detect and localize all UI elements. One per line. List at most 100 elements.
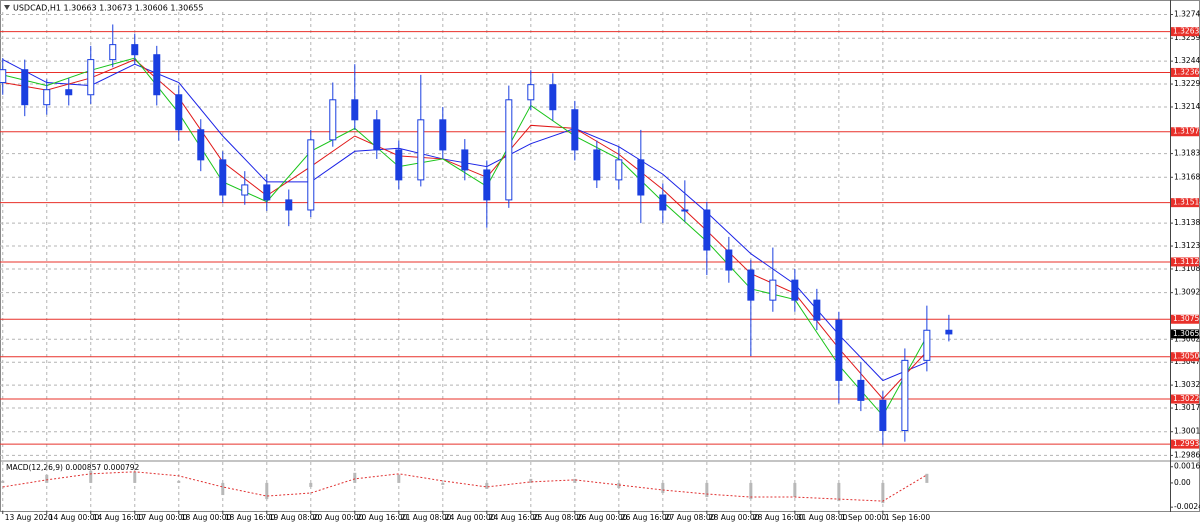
y-tick-label: 1.30925 [1174,288,1200,297]
level-label: 1.32633 [1173,27,1200,36]
candle-body [549,84,557,111]
y-tick-label: 1.32290 [1174,79,1200,88]
y-tick-label: 1.31230 [1174,241,1200,250]
candle-body [945,329,953,335]
candle-body [241,184,249,196]
x-tick-label: 18 Aug 00:00 [181,513,232,522]
candle-body [637,159,645,196]
macd-bar [617,482,621,488]
x-tick-label: 24 Aug 00:00 [445,513,496,522]
chart-title: USDCAD,H1 1.30663 1.30673 1.30606 1.3065… [13,4,203,13]
y-tick-label: 1.32140 [1174,102,1200,111]
x-tick-label: 1 Sep 00:00 [841,513,887,522]
x-tick-label: 24 Aug 16:00 [489,513,540,522]
x-tick-label: 1 Sep 16:00 [885,513,931,522]
candle-body [153,54,161,96]
macd-bar [661,482,665,494]
macd-bar [265,482,269,500]
candle-body [373,119,381,151]
macd-bar [89,470,93,483]
level-label: 1.29934 [1173,439,1200,448]
y-tick-label: 1.31835 [1174,149,1200,158]
candle-body [461,149,469,171]
x-tick-label: 17 Aug 00:00 [137,513,188,522]
macd-bar [353,472,357,483]
candle-body [747,269,755,301]
macd-title: MACD(12,26,9) 0.000857 0.000792 [6,463,140,472]
candle-body [439,119,447,151]
macd-bar [397,474,401,483]
level-label: 1.31126 [1173,257,1200,266]
macd-bar [177,480,181,483]
x-tick-label: 14 Aug 16:00 [93,513,144,522]
candle-body [109,44,117,61]
macd-bar [45,474,49,483]
x-tick-label: 19 Aug 08:00 [269,513,320,522]
macd-bar [925,473,929,483]
candle-body [197,129,205,161]
level-tag [1171,439,1199,449]
y-tick-label: 1.30015 [1174,427,1200,436]
candle-body [725,249,733,271]
x-tick-label: 25 Aug 08:00 [533,513,584,522]
current-price-tag [1171,329,1199,339]
macd-bar [309,482,313,487]
candle-body [0,69,7,84]
level-tag [1171,352,1199,362]
candle-body [351,99,359,121]
macd-y-tick-label: 0.0016 [1174,462,1200,471]
level-tag [1171,257,1199,267]
candle-body [505,99,513,201]
level-tag [1171,314,1199,324]
y-tick-label: 1.31080 [1174,264,1200,273]
symbol-icon [4,5,10,10]
candle-body [175,94,183,131]
candle-body [329,99,337,141]
y-tick-label: 1.31380 [1174,218,1200,227]
macd-bar [793,482,797,498]
current-price-label: 1.30655 [1173,329,1200,338]
level-tag [1171,198,1199,208]
level-label: 1.31514 [1173,198,1200,207]
candle-body [615,159,623,181]
candle-body [813,299,821,321]
x-tick-label: 13 Aug 2020 [5,513,53,522]
macd-bar [133,471,137,483]
macd-y-tick-label: 0.00 [1174,478,1191,487]
x-tick-label: 20 Aug 00:00 [313,513,364,522]
candle-body [769,279,777,301]
level-tag [1171,67,1199,77]
candle-body [857,379,865,401]
x-tick-label: 26 Aug 00:00 [577,513,628,522]
level-label: 1.31978 [1173,127,1200,136]
level-label: 1.30229 [1173,394,1200,403]
candle-body [593,149,601,181]
macd-bar [221,482,225,496]
y-tick-label: 1.30620 [1174,334,1200,343]
macd-bar [573,478,577,483]
candle-body [307,139,315,211]
macd-bar [529,478,533,483]
candle-body [483,169,491,201]
macd-bar [881,482,885,504]
x-tick-label: 21 Aug 08:00 [401,513,452,522]
x-tick-label: 26 Aug 16:00 [621,513,672,522]
x-tick-label: 14 Aug 00:00 [49,513,100,522]
candle-body [395,149,403,181]
candle-body [571,109,579,151]
x-tick-label: 31 Aug 08:00 [797,513,848,522]
level-label: 1.32366 [1173,67,1200,76]
macd-bar [1,480,5,483]
macd-bar [441,482,445,485]
macd-signal [2,471,928,502]
x-tick-label: 20 Aug 16:00 [357,513,408,522]
y-tick-label: 1.29860 [1174,450,1200,459]
frame [0,0,1200,512]
candle-body [87,59,95,96]
candle-body [659,194,667,211]
candle-body [65,89,73,96]
level-tag [1171,27,1199,37]
